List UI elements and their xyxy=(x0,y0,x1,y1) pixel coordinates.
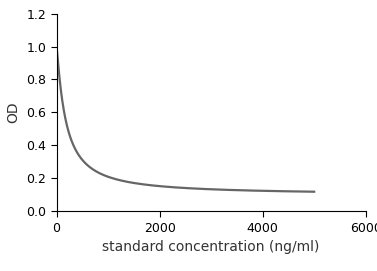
Y-axis label: OD: OD xyxy=(6,102,21,123)
X-axis label: standard concentration (ng/ml): standard concentration (ng/ml) xyxy=(103,240,320,254)
